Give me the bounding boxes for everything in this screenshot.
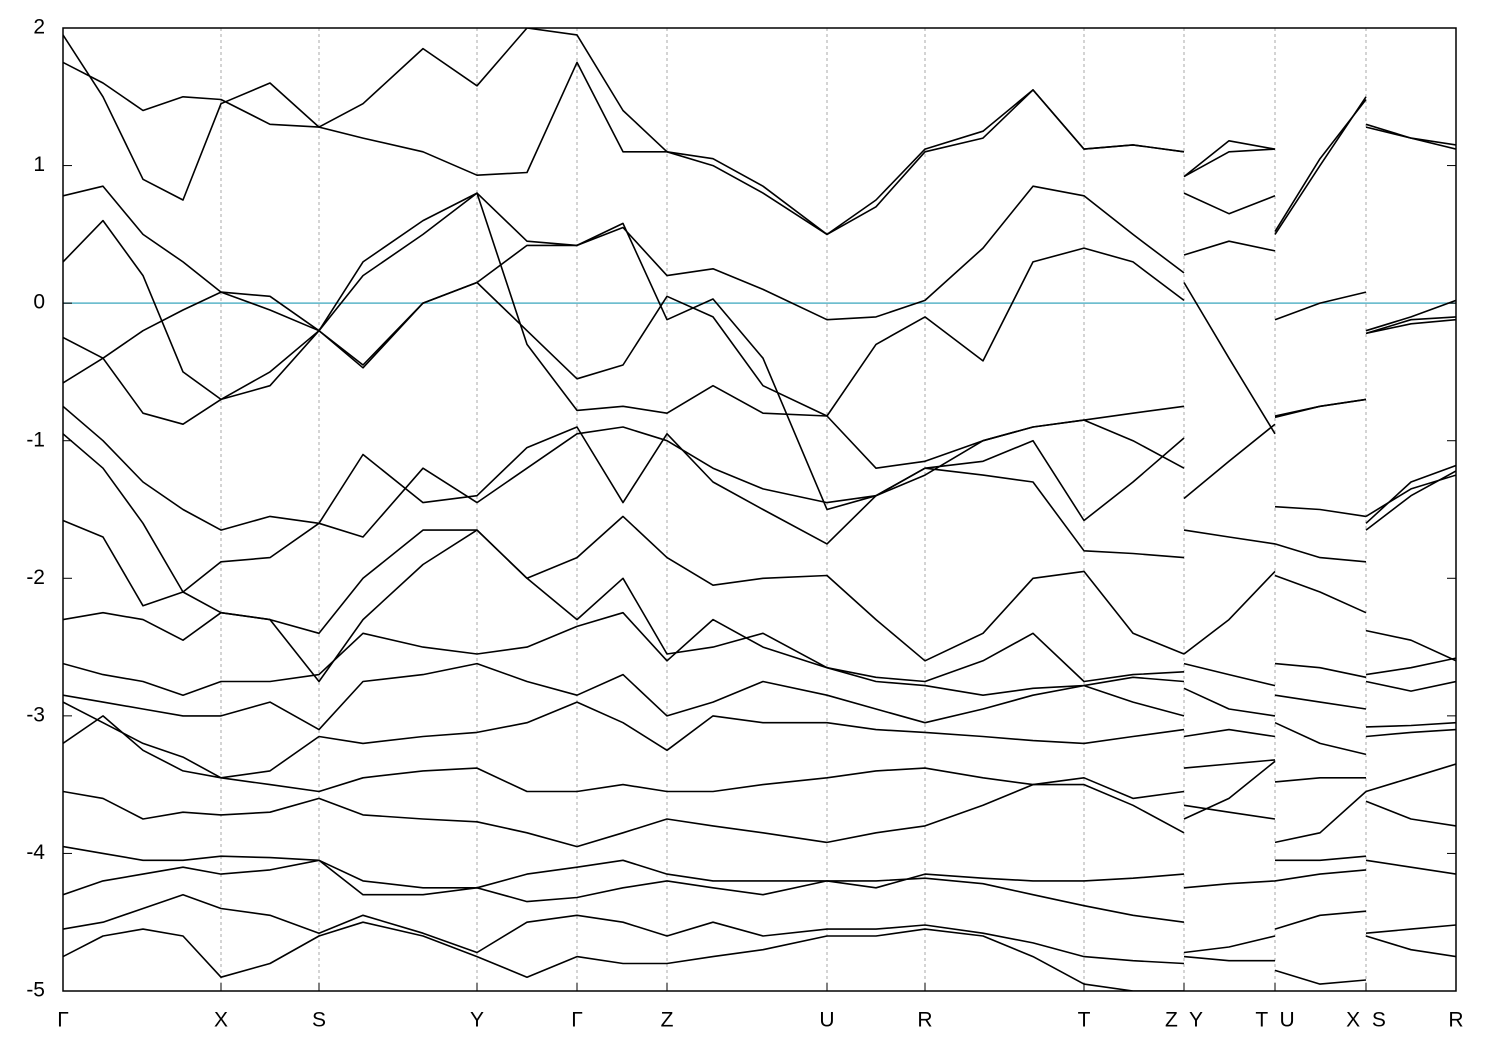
band-line [63,845,1456,954]
band-line [63,515,1456,687]
x-tick-label: R [1448,1009,1463,1032]
y-tick-label: 1 [33,153,45,176]
band-line [63,247,1456,435]
band-line [63,893,1456,965]
bands [63,28,1456,991]
y-tick-label: 2 [33,16,45,39]
x-tick-label: R [917,1009,932,1032]
band-line [63,783,1456,889]
x-tick-label: Z [661,1009,674,1032]
x-tick-label: X [214,1009,228,1032]
band-line [63,34,1456,236]
y-tick-label: 0 [33,291,45,314]
band-line [63,715,1456,862]
y-tick-label: -5 [26,979,45,1002]
band-line [63,662,1456,783]
axes: Γ X S Y Γ Z U R T Z Y T U X S R -5 -4 -3 -2 -1 0 1 2 [26,16,1463,1032]
x-tick-label: S [312,1009,326,1032]
x-tick-label: U [819,1009,834,1032]
plot-frame [62,27,1457,992]
band-line [63,921,1184,991]
x-tick-label: Γ [57,1009,69,1032]
y-tick-label: -3 [26,703,45,726]
y-tick-label: -1 [26,428,45,451]
band-line [63,426,1456,655]
band-line [63,859,1456,985]
band-line [63,701,1456,844]
band-line [63,185,1456,332]
band-line [63,192,1456,469]
band-line [63,222,1456,524]
x-tick-label: T [1078,1009,1091,1032]
y-tick-label: -4 [26,841,45,864]
grid [62,28,1457,991]
band-line [63,529,1456,717]
x-tick-label: Y [470,1009,484,1032]
y-tick-label: -2 [26,566,45,589]
band-line [63,28,1456,236]
band-line [63,405,1456,563]
band-line [63,611,1456,756]
x-tick-label: X S [1346,1009,1386,1032]
x-tick-label: Z Y [1165,1009,1203,1032]
x-tick-label: T U [1255,1009,1294,1032]
x-tick-label: Γ [571,1009,583,1032]
